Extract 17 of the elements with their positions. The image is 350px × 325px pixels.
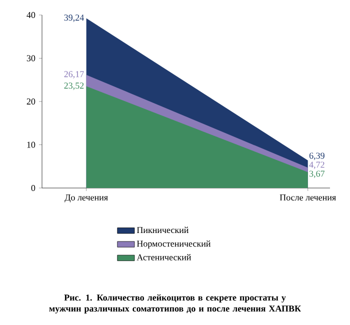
y-tick-label: 10 (27, 142, 36, 148)
y-tick-label: 0 (31, 184, 36, 192)
y-tick-label: 40 (26, 12, 36, 18)
data-label: 39,24 (64, 14, 84, 22)
data-label: 23,52 (64, 82, 84, 90)
x-tick-label: До лечения (64, 194, 108, 202)
legend-label: Нормостенический (136, 240, 211, 249)
y-tick-label: 20 (26, 98, 36, 105)
text: Рис. 1. Количество лейкоцитов в секрете простаты у мужчин различных соматотипов до и после лечения ХАПВК (49, 294, 301, 314)
x-tick-label: После лечения (280, 194, 336, 201)
legend-label: Астенический (136, 254, 192, 260)
y-tick-label: 30 (26, 55, 36, 62)
data-label: 4,72 (309, 162, 324, 170)
data-label: 6,39 (309, 152, 324, 160)
data-label: 26,17 (64, 71, 84, 78)
data-label: 3,67 (309, 170, 325, 178)
legend-label: Пикнический (136, 226, 189, 234)
